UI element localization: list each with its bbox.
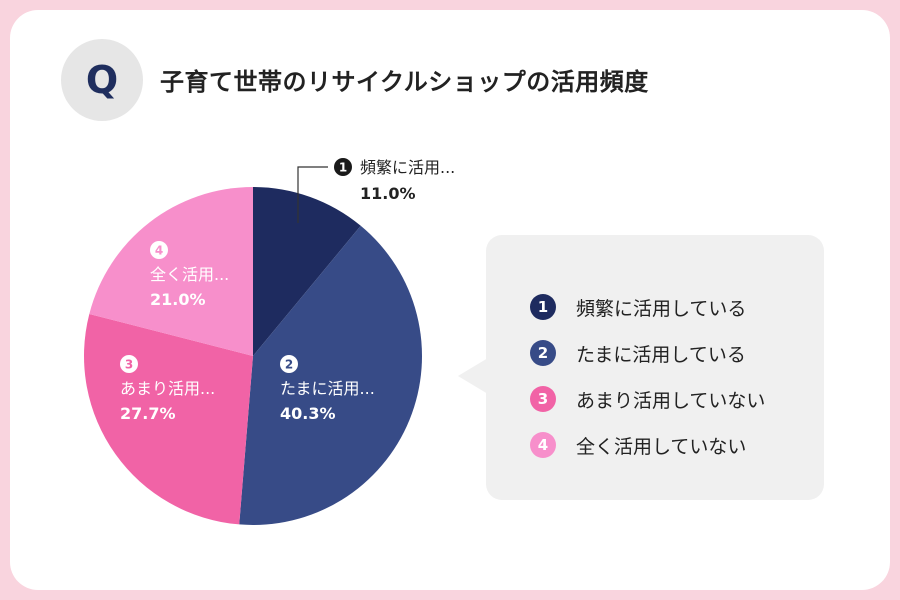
slice-value-label-3: 27.7% bbox=[120, 404, 176, 423]
slice-badge-1 bbox=[334, 158, 352, 176]
slice-short-label-4: 全く活用... bbox=[150, 265, 229, 284]
slice-label-3: 3 あまり活用... 27.7% bbox=[120, 355, 215, 423]
slice-badge-3 bbox=[120, 355, 138, 373]
slice-label-2: 2 たまに活用... 40.3% bbox=[280, 355, 375, 423]
legend-number-badge-1: 1 bbox=[530, 294, 556, 320]
slice-badge-number-3: 3 bbox=[125, 358, 133, 372]
slice-badge-number-4: 4 bbox=[155, 244, 163, 258]
slice-label-1: 1 頻繁に活用... 11.0% bbox=[334, 158, 455, 203]
slice-value-label-4: 21.0% bbox=[150, 290, 206, 309]
chart-title: 子育て世帯のリサイクルショップの活用頻度 bbox=[160, 68, 649, 96]
legend-label-3: あまり活用していない bbox=[576, 389, 766, 412]
legend-label-1: 頻繁に活用している bbox=[576, 297, 747, 320]
question-badge: Q bbox=[61, 39, 143, 121]
slice-leader-line-1 bbox=[297, 166, 328, 223]
legend-label-4: 全く活用していない bbox=[576, 435, 747, 458]
legend-number-badge-4: 4 bbox=[530, 432, 556, 458]
slice-badge-number-1: 1 bbox=[339, 161, 347, 175]
legend-number-badge-2: 2 bbox=[530, 340, 556, 366]
pie-slice-1 bbox=[253, 187, 361, 356]
slice-short-label-1: 頻繁に活用... bbox=[360, 158, 455, 177]
slice-value-label-2: 40.3% bbox=[280, 404, 336, 423]
slice-short-label-3: あまり活用... bbox=[120, 379, 215, 398]
slice-label-4: 4 全く活用... 21.0% bbox=[150, 241, 229, 309]
slice-badge-2 bbox=[280, 355, 298, 373]
legend: 1 頻繁に活用している 2 たまに活用している 3 あまり活用していない 4 全く活用していな… bbox=[530, 284, 765, 468]
question-badge-letter: Q bbox=[85, 58, 119, 102]
pie-slice-4 bbox=[89, 187, 253, 356]
legend-pointer bbox=[458, 358, 488, 394]
slice-badge-number-2: 2 bbox=[285, 358, 293, 372]
pie-slice-2 bbox=[239, 225, 422, 525]
legend-item-3: 3 あまり活用していない bbox=[530, 376, 765, 422]
slice-badge-4 bbox=[150, 241, 168, 259]
legend-number-badge-3: 3 bbox=[530, 386, 556, 412]
slice-short-label-2: たまに活用... bbox=[280, 379, 375, 398]
legend-item-1: 1 頻繁に活用している bbox=[530, 284, 765, 330]
legend-label-2: たまに活用している bbox=[576, 343, 746, 366]
legend-item-4: 4 全く活用していない bbox=[530, 422, 765, 468]
slice-value-label-1: 11.0% bbox=[360, 184, 416, 203]
legend-item-2: 2 たまに活用している bbox=[530, 330, 765, 376]
